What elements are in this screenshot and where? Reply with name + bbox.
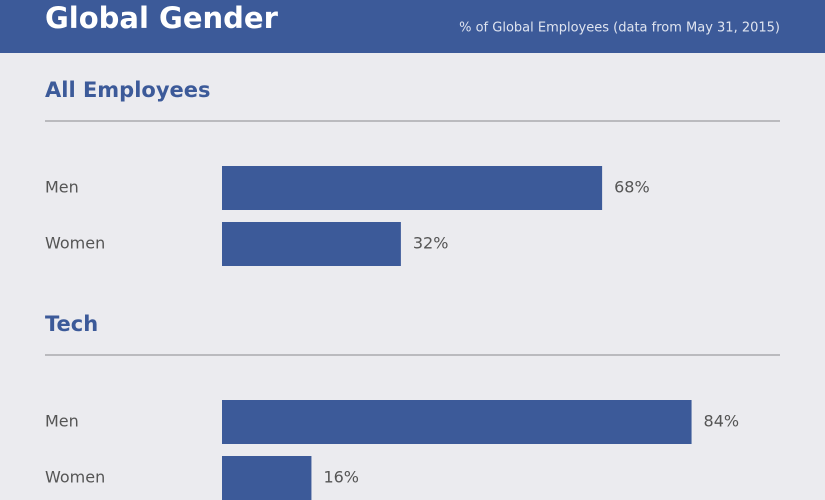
value-label: 16% [323, 468, 359, 487]
category-label: Women [45, 468, 105, 487]
page-title: Global Gender [45, 1, 279, 35]
value-label: 84% [704, 412, 740, 431]
bar [222, 400, 692, 444]
value-label: 32% [413, 234, 449, 253]
category-label: Men [45, 412, 79, 431]
page-subtitle: % of Global Employees (data from May 31,… [459, 21, 780, 36]
bar [222, 166, 603, 210]
section-title: All Employees [45, 78, 211, 102]
bar [222, 456, 312, 500]
bar [222, 222, 401, 266]
category-label: Men [45, 178, 79, 197]
category-label: Women [45, 234, 105, 253]
header-band [0, 0, 825, 53]
value-label: 68% [614, 178, 650, 197]
section-title: Tech [45, 312, 98, 336]
